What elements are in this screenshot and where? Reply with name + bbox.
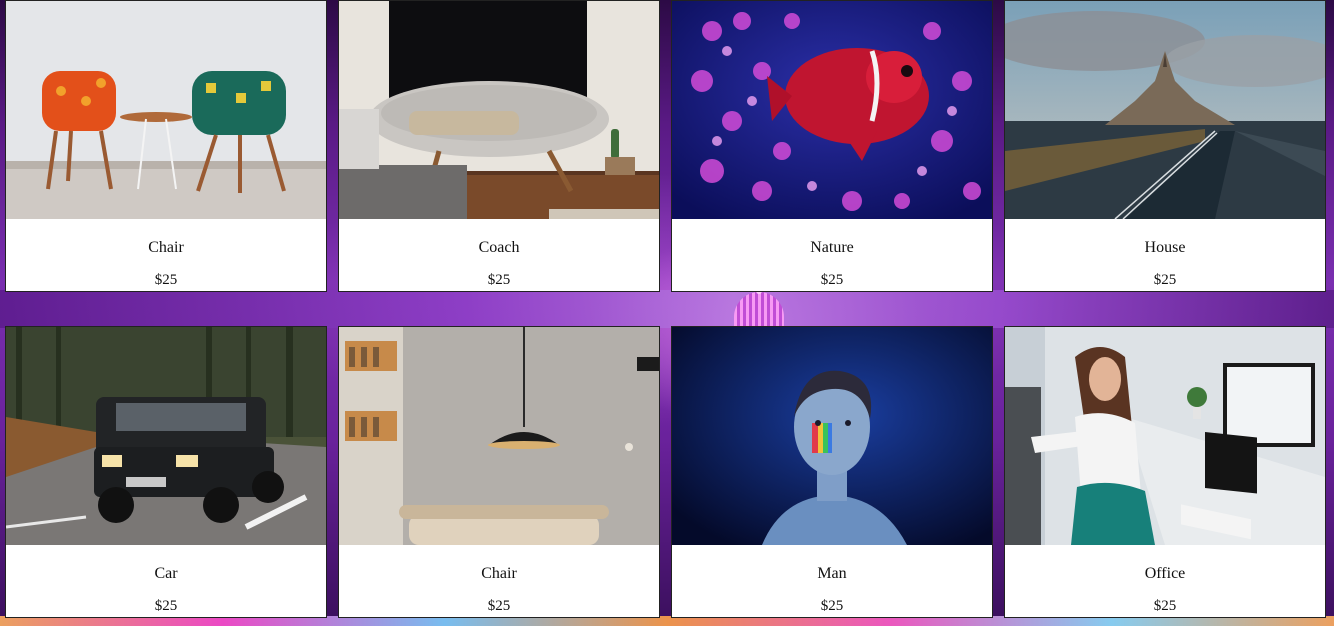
product-price: $25 [820, 272, 844, 288]
product-name: Coach [478, 239, 520, 256]
product-name: Office [1144, 565, 1186, 582]
clownfish-photo-icon [672, 1, 992, 219]
lamp-room-photo-icon [339, 327, 659, 545]
product-name: Man [817, 565, 847, 582]
office-woman-photo-icon [1005, 327, 1325, 545]
product-card[interactable]: Coach $25 [338, 0, 660, 292]
product-name: Nature [810, 239, 854, 256]
product-name: House [1144, 239, 1186, 256]
background-city-lights [0, 616, 1334, 626]
product-image[interactable] [339, 327, 659, 545]
product-card[interactable]: Man $25 [671, 326, 993, 618]
product-name: Chair [481, 565, 517, 582]
castle-island-photo-icon [1005, 1, 1325, 219]
product-image[interactable] [672, 327, 992, 545]
product-price: $25 [1153, 598, 1177, 614]
product-grid: Chair $25 Coach $25 [5, 0, 1326, 618]
product-image[interactable] [672, 1, 992, 219]
product-price: $25 [487, 598, 511, 614]
product-card[interactable]: Office $25 [1004, 326, 1326, 618]
chairs-photo-icon [6, 1, 326, 219]
product-price: $25 [154, 598, 178, 614]
suv-photo-icon [6, 327, 326, 545]
product-card[interactable]: Chair $25 [5, 0, 327, 292]
sofa-photo-icon [339, 1, 659, 219]
product-image[interactable] [6, 327, 326, 545]
product-price: $25 [1153, 272, 1177, 288]
product-image[interactable] [1005, 1, 1325, 219]
product-price: $25 [487, 272, 511, 288]
product-card[interactable]: House $25 [1004, 0, 1326, 292]
product-card[interactable]: Chair $25 [338, 326, 660, 618]
product-image[interactable] [1005, 327, 1325, 545]
product-price: $25 [820, 598, 844, 614]
product-card[interactable]: Nature $25 [671, 0, 993, 292]
portrait-photo-icon [672, 327, 992, 545]
product-name: Car [154, 565, 178, 582]
product-name: Chair [148, 239, 184, 256]
background-city-band [0, 290, 1334, 328]
product-card[interactable]: Car $25 [5, 326, 327, 618]
product-image[interactable] [339, 1, 659, 219]
product-image[interactable] [6, 1, 326, 219]
product-price: $25 [154, 272, 178, 288]
